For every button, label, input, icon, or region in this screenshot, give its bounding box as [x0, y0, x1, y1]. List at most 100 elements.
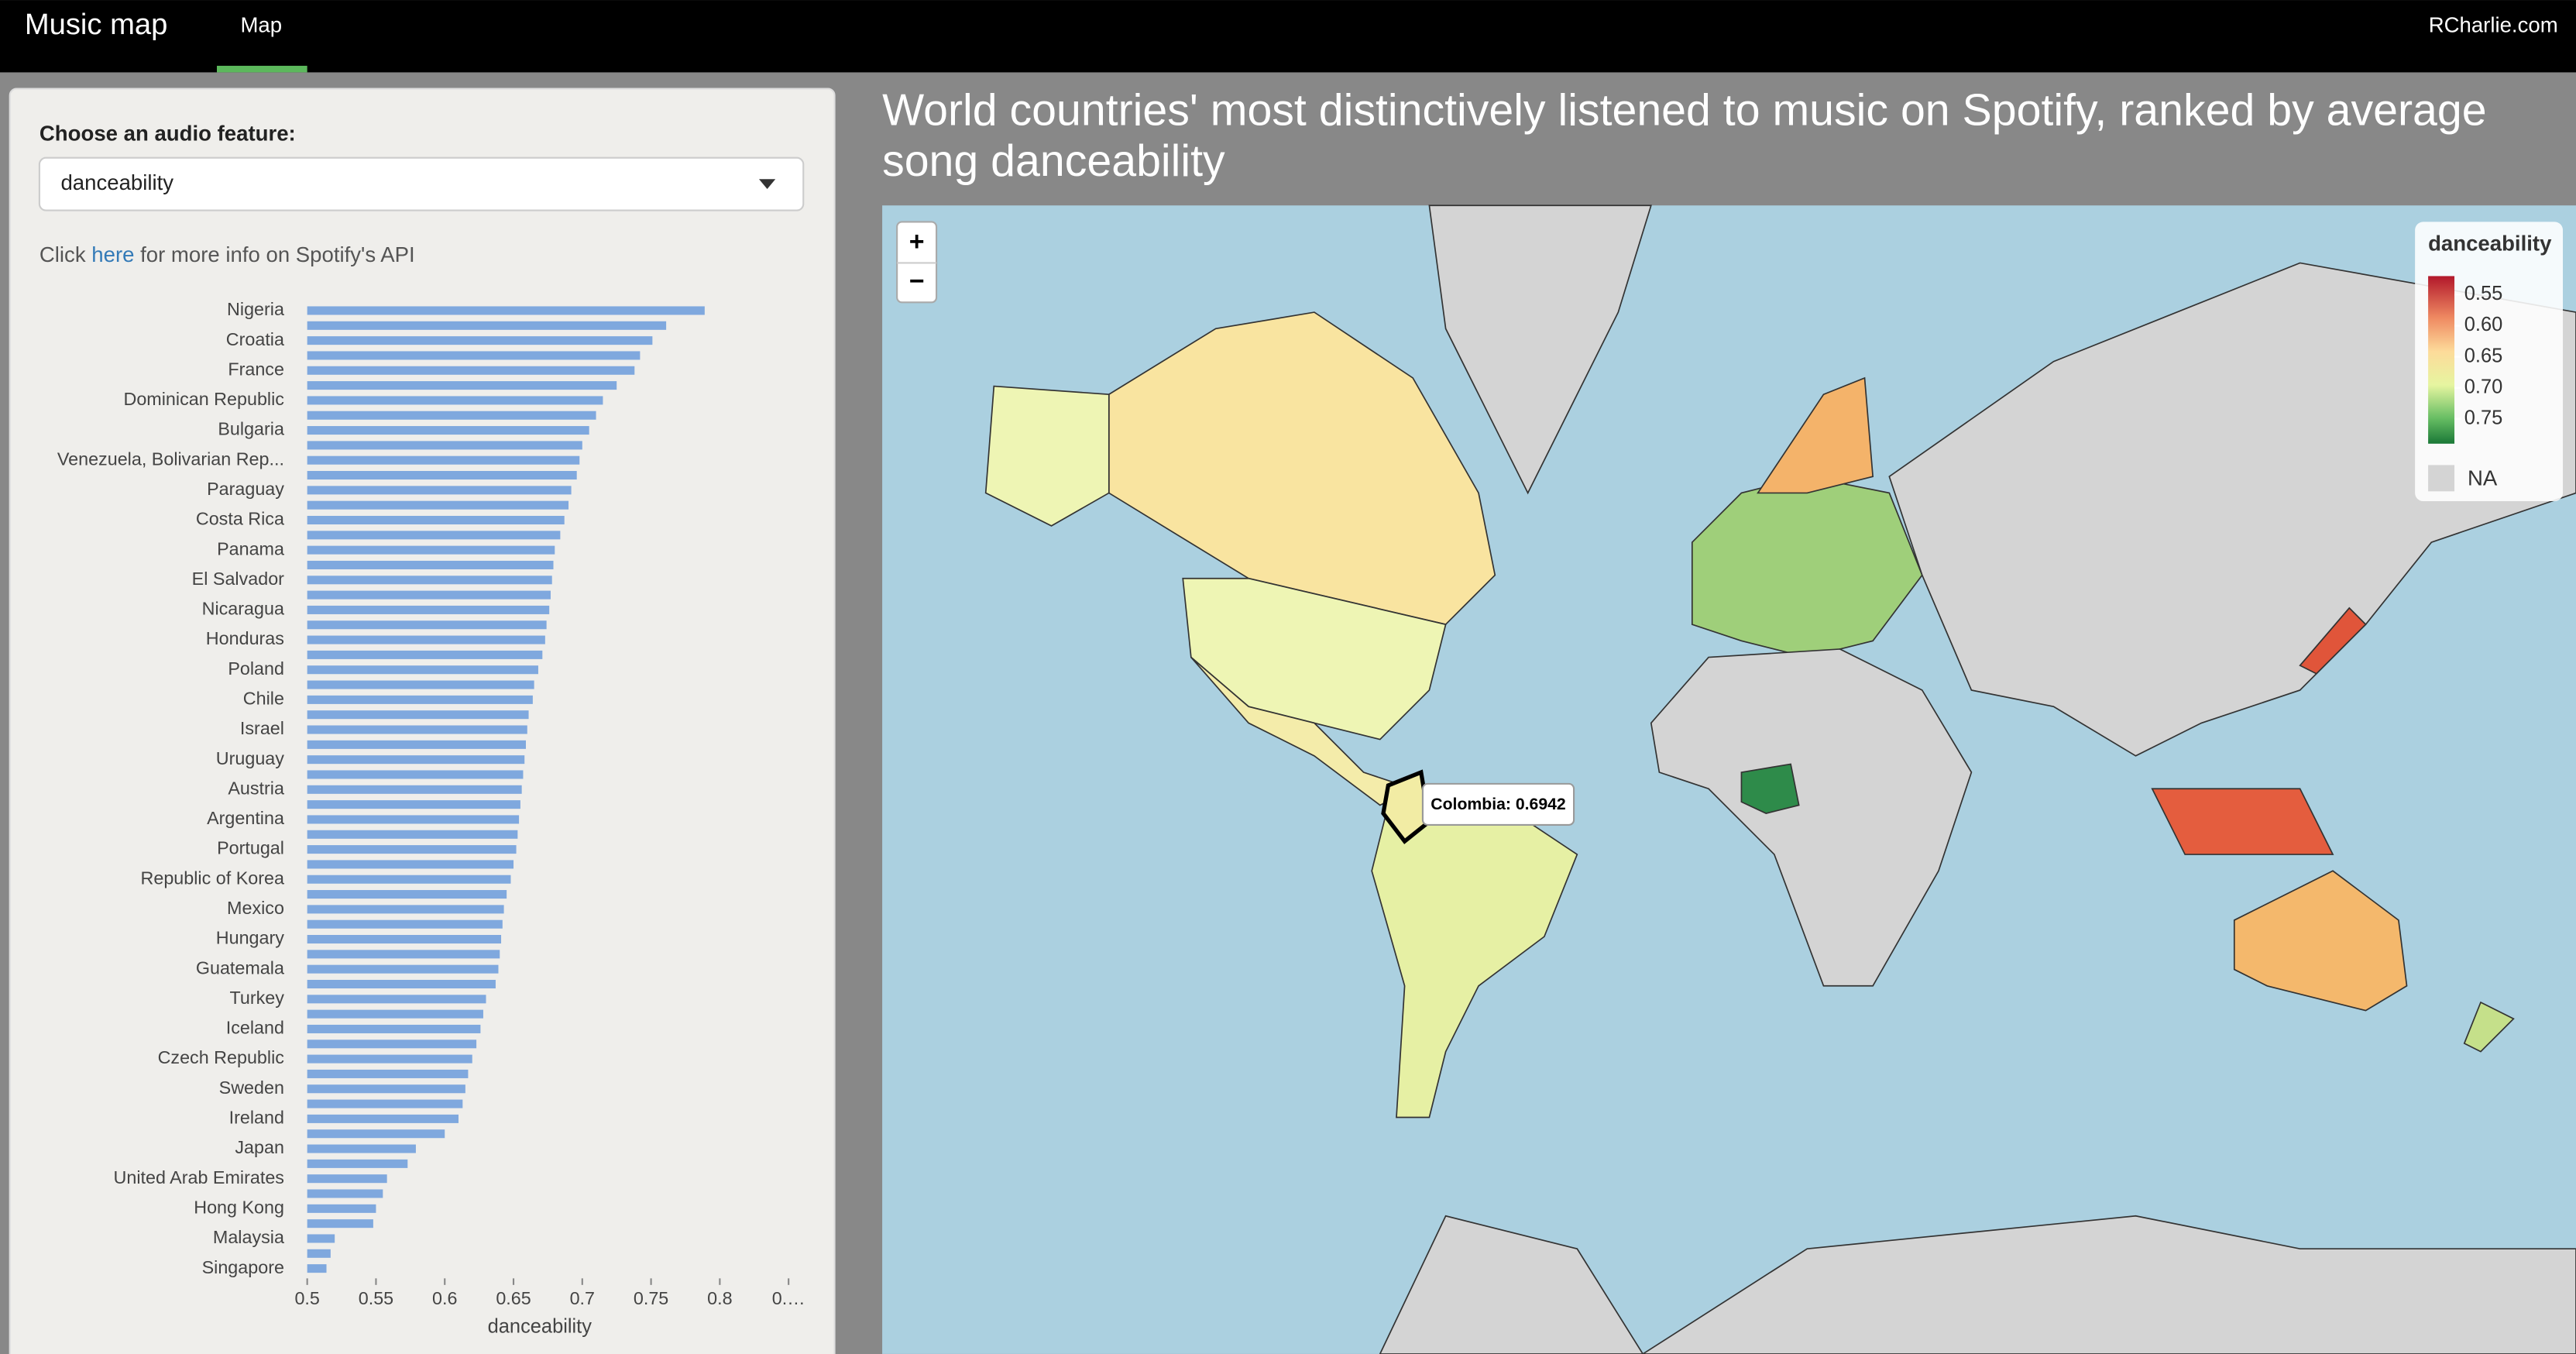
- australia: [2233, 870, 2408, 1012]
- category-label: Croatia: [226, 329, 284, 349]
- bar: [307, 306, 705, 315]
- bar: [307, 1099, 463, 1108]
- map-title-box: World countries' most distinctively list…: [882, 85, 2487, 185]
- bar: [307, 1249, 331, 1258]
- category-label: Guatemala: [196, 957, 284, 978]
- select-value[interactable]: danceability: [60, 170, 173, 194]
- bar: [307, 1084, 465, 1094]
- category-label: Uruguay: [216, 748, 285, 768]
- category-label: Argentina: [207, 808, 284, 828]
- legend-title: danceability: [2428, 231, 2552, 255]
- bar: [307, 755, 525, 765]
- bar: [307, 396, 603, 405]
- map[interactable]: [882, 204, 2576, 1354]
- south-america: [1371, 788, 1578, 1119]
- bar: [307, 1024, 481, 1033]
- category-label: Turkey: [230, 988, 285, 1008]
- alaska: [984, 385, 1110, 527]
- info-link[interactable]: here: [91, 242, 134, 266]
- bar: [307, 545, 555, 555]
- bar: [307, 1009, 483, 1019]
- bar: [307, 725, 527, 734]
- info-text: Click here for more info on Spotify's AP…: [39, 242, 415, 266]
- bar: [307, 1040, 477, 1049]
- category-label: Paraguay: [207, 479, 284, 499]
- bar: [307, 860, 514, 869]
- tab-underline: [216, 65, 307, 73]
- feature-select[interactable]: [38, 156, 805, 211]
- greenland: [1428, 204, 1652, 495]
- bar: [307, 336, 653, 345]
- x-tick-label: 0.5: [294, 1288, 319, 1308]
- category-label: Nicaragua: [202, 599, 284, 619]
- bar: [307, 695, 533, 704]
- tooltip: [1421, 782, 1575, 826]
- bar: [307, 710, 529, 720]
- bar: [307, 979, 496, 989]
- nigeria: [1740, 763, 1800, 814]
- bar: [307, 381, 617, 390]
- bar: [307, 1144, 416, 1153]
- bar: [307, 455, 580, 465]
- bar: [307, 1114, 459, 1123]
- japan: [2299, 607, 2367, 675]
- bar: [307, 441, 582, 450]
- x-tick-label: 0.65: [496, 1288, 531, 1308]
- category-label: Japan: [235, 1137, 284, 1157]
- category-label: Poland: [228, 658, 284, 679]
- select-label: Choose an audio feature:: [39, 121, 296, 145]
- category-label: Venezuela, Bolivarian Rep...: [57, 448, 284, 469]
- category-label: El Salvador: [192, 569, 285, 589]
- bar: [307, 1069, 469, 1078]
- bar: [307, 1264, 327, 1273]
- legend-na: NA: [2468, 466, 2498, 490]
- bar: [307, 964, 499, 974]
- category-label: Hungary: [216, 928, 285, 948]
- bar: [307, 635, 545, 644]
- bar: [307, 411, 596, 420]
- zoom-out[interactable]: −: [909, 266, 925, 296]
- africa: [1650, 648, 1973, 987]
- bar: [307, 830, 518, 839]
- x-axis-title: danceability: [488, 1316, 592, 1338]
- bar: [307, 1204, 376, 1213]
- colombia[interactable]: [1381, 769, 1432, 844]
- bar: [307, 890, 507, 899]
- bar: [307, 486, 572, 495]
- bar: [307, 590, 551, 600]
- nav-link[interactable]: RCharlie.com: [2429, 12, 2558, 36]
- bar: [307, 500, 569, 510]
- tooltip-text: Colombia: 0.6942: [1431, 796, 1565, 813]
- bar: [307, 1054, 472, 1064]
- navbar: [0, 0, 2576, 73]
- brand[interactable]: Music map: [25, 8, 168, 41]
- bar: [307, 576, 552, 585]
- info-after: for more info on Spotify's API: [134, 242, 414, 266]
- nav-tab[interactable]: Map: [240, 12, 282, 36]
- category-label: Israel: [240, 718, 284, 738]
- bar: [307, 366, 635, 375]
- bar: [307, 351, 641, 360]
- bar: [307, 1159, 408, 1168]
- bar: [307, 995, 486, 1004]
- category-label: Iceland: [226, 1018, 284, 1038]
- bar: [307, 605, 550, 614]
- category-label: Sweden: [219, 1077, 284, 1098]
- category-label: Ireland: [229, 1108, 284, 1128]
- bar: [307, 935, 502, 944]
- bar: [307, 531, 561, 540]
- bar: [307, 680, 534, 689]
- zoom-in[interactable]: +: [909, 227, 925, 256]
- bar: [307, 800, 520, 809]
- antarctica: [1641, 1215, 2576, 1354]
- bar: [307, 515, 565, 525]
- bar: [307, 321, 667, 330]
- category-label: Malaysia: [213, 1227, 284, 1247]
- bar: [307, 620, 547, 630]
- new-zealand: [2463, 1001, 2515, 1053]
- x-tick-label: 0.8: [707, 1288, 732, 1308]
- category-label: Republic of Korea: [141, 868, 284, 888]
- bar: [307, 1234, 335, 1243]
- legend-tick-label: 0.55: [2464, 283, 2503, 304]
